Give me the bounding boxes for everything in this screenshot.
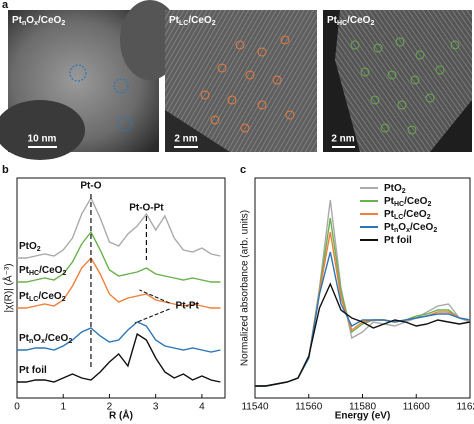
- image-3: [323, 10, 472, 152]
- x-tick-label: 11580: [349, 402, 377, 413]
- scale-bar-label: 2 nm: [331, 134, 354, 145]
- x-tick-label: 3: [153, 402, 159, 413]
- image-2: [165, 10, 317, 152]
- legend-label: PtLC/CeO2: [384, 209, 431, 222]
- panel-label: c: [240, 164, 246, 176]
- series-label: PtLC/CeO2: [19, 291, 66, 304]
- x-tick-label: 11620: [456, 402, 474, 413]
- series-line: [17, 321, 221, 353]
- legend-label: PtO2: [384, 183, 406, 196]
- series-line: [17, 256, 221, 309]
- series-line: [255, 251, 471, 387]
- x-tick-label: 11560: [295, 402, 323, 413]
- legend-label: PtnOx/CeO2: [384, 222, 437, 235]
- annotation-arrow: [139, 289, 170, 304]
- y-axis-label: |χ(R)| (Å⁻³): [2, 263, 15, 312]
- y-axis-label: Normalized absorbance (arb. units): [240, 210, 251, 366]
- series-label: PtHC/CeO2: [19, 265, 66, 278]
- series-label: PtnOx/CeO2: [19, 333, 72, 346]
- x-tick-label: 11600: [403, 402, 431, 413]
- panel-label: b: [2, 164, 9, 176]
- series-line: [17, 230, 221, 283]
- annotation-arrow: [134, 308, 170, 324]
- annotation: Pt-Pt: [176, 301, 200, 312]
- series-line: [17, 196, 221, 259]
- image-label: PtHC/CeO2: [327, 15, 374, 28]
- scale-bar-label: 2 nm: [174, 134, 197, 145]
- series-line: [255, 282, 471, 387]
- plot-frame: [254, 177, 471, 399]
- image-label: PtLC/CeO2: [169, 15, 216, 28]
- scale-bar-label: 10 nm: [28, 134, 57, 145]
- x-tick-label: 2: [107, 402, 113, 413]
- x-axis-label: R (Å): [109, 409, 133, 422]
- x-axis-label: Energy (eV): [335, 411, 391, 422]
- series-line: [17, 332, 221, 383]
- series-label: PtO2: [19, 241, 41, 254]
- image-label: PtnOx/CeO2: [12, 15, 65, 28]
- legend-label: Pt foil: [384, 235, 412, 246]
- x-tick-label: 11540: [241, 402, 269, 413]
- x-tick-label: 1: [60, 402, 66, 413]
- panel-label: a: [2, 0, 9, 11]
- annotation: Pt-O: [80, 181, 101, 192]
- legend-label: PtHC/CeO2: [384, 196, 431, 209]
- x-tick-label: 4: [199, 402, 205, 413]
- series-label: Pt foil: [19, 365, 47, 376]
- series-line: [255, 217, 471, 387]
- series-line: [255, 231, 471, 387]
- plot-frame: [16, 177, 226, 399]
- annotation: Pt-O-Pt: [129, 203, 164, 214]
- x-tick-label: 0: [14, 402, 20, 413]
